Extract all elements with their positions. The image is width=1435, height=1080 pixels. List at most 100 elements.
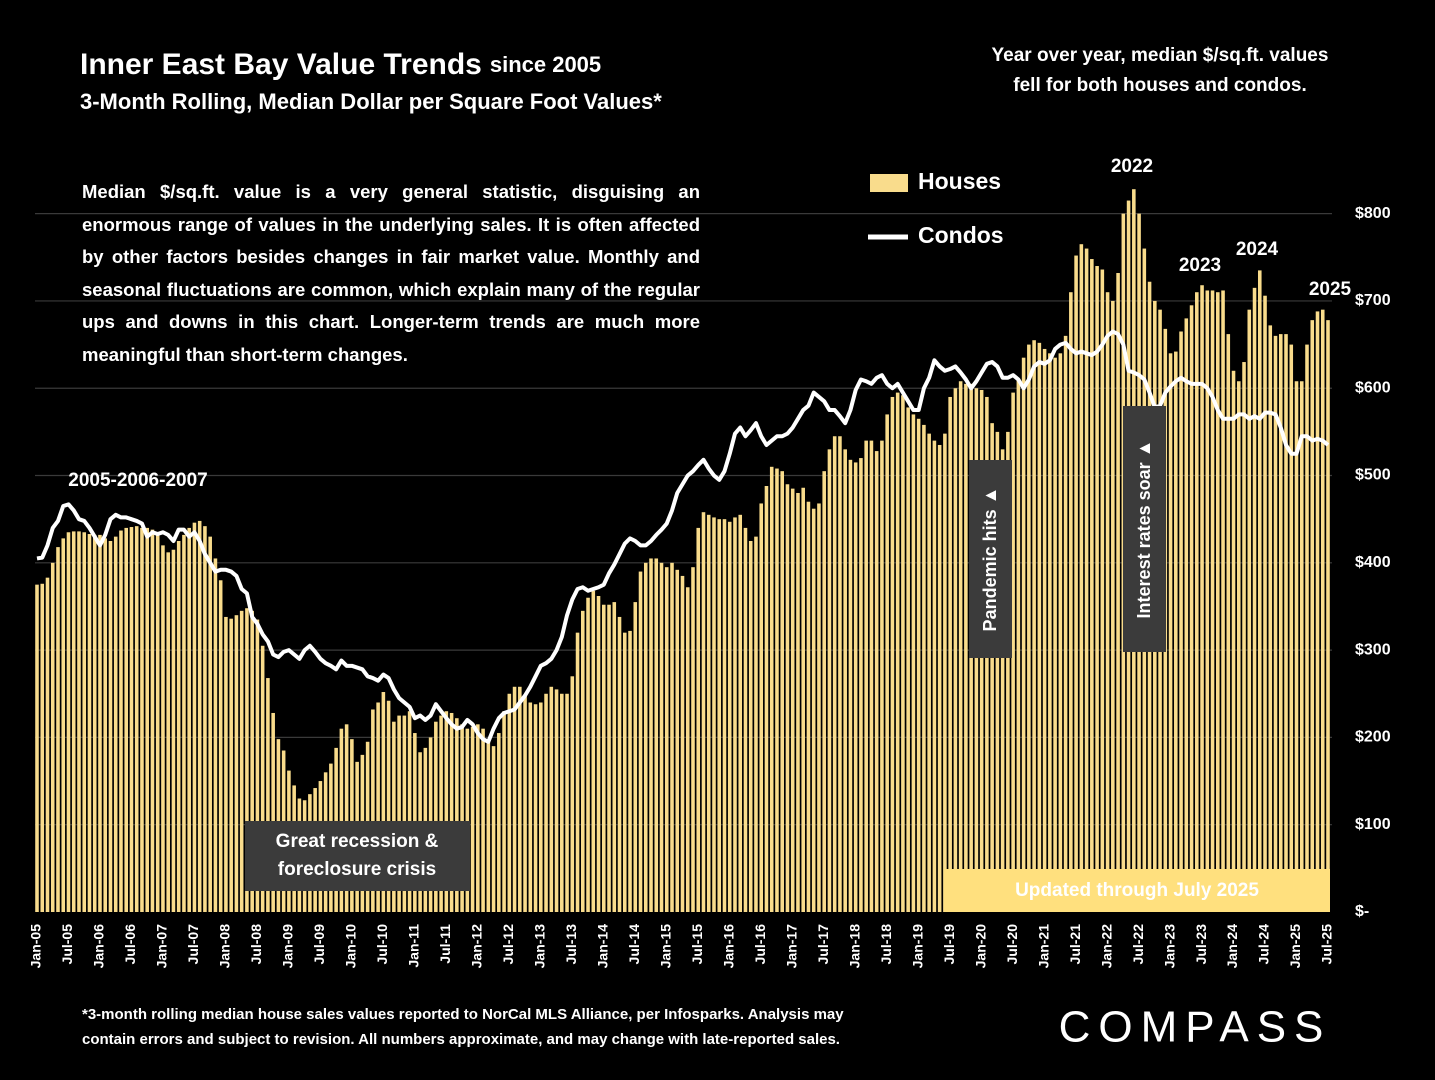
title-note: since 2005: [490, 52, 601, 77]
x-tick-label: Jul-17: [815, 924, 831, 965]
x-tick-label: Jul-15: [689, 924, 705, 965]
bar: [449, 712, 454, 912]
bar: [880, 440, 884, 912]
note: fell for both houses and condos.: [1013, 75, 1306, 96]
bar: [1053, 357, 1057, 912]
bar: [512, 686, 517, 912]
bar: [460, 724, 464, 912]
bar: [1221, 290, 1225, 912]
bar: [1037, 342, 1042, 912]
bar: [675, 569, 680, 912]
annotation: 2005-2006-2007: [68, 470, 207, 491]
bar: [617, 616, 622, 912]
bar: [817, 503, 821, 912]
bar: [161, 545, 165, 912]
x-tick-label: Jul-13: [563, 924, 579, 965]
bar: [1184, 318, 1189, 912]
bar: [560, 693, 564, 912]
x-tick-label: Jul-10: [374, 924, 390, 965]
rates-label: Interest rates soar ▲: [1134, 440, 1154, 619]
bar: [1210, 290, 1215, 912]
bar: [1263, 295, 1267, 913]
legend-label: Houses: [918, 168, 1001, 194]
bar: [628, 630, 632, 912]
bar: [455, 718, 459, 912]
bar: [738, 514, 743, 912]
bar: [124, 527, 128, 912]
bar: [1289, 344, 1294, 912]
bar: [1278, 334, 1283, 913]
bar: [187, 527, 191, 912]
bar: [108, 541, 113, 912]
bar: [224, 616, 228, 912]
x-tick-label: Jan-22: [1098, 924, 1114, 969]
bar: [518, 686, 522, 912]
x-tick-label: Jan-15: [657, 924, 673, 969]
x-tick-label: Jan-24: [1224, 924, 1240, 969]
bar: [843, 449, 847, 912]
bar: [166, 552, 170, 912]
bar: [722, 519, 727, 912]
annotation: 2025: [1309, 279, 1352, 300]
x-tick-label: Jan-07: [154, 924, 170, 969]
bar: [670, 562, 674, 912]
bar: [61, 538, 66, 912]
bar: [171, 549, 176, 912]
bar: [1299, 381, 1304, 912]
recession-box: [245, 821, 470, 891]
x-tick-label: Jan-06: [91, 924, 107, 969]
legend-label: Condos: [918, 222, 1004, 248]
bar: [1305, 344, 1309, 912]
x-tick-label: Jul-19: [941, 924, 957, 965]
bar: [1058, 353, 1063, 913]
bar: [208, 536, 212, 912]
x-tick-label: Jul-16: [752, 924, 768, 965]
chart-title: Inner East Bay Value Trends since 2005: [80, 48, 601, 81]
bar: [838, 436, 842, 912]
bar: [45, 577, 50, 912]
bar: [1268, 325, 1273, 912]
bar: [890, 396, 895, 912]
pandemic-box: [969, 460, 1012, 658]
bar: [260, 645, 265, 912]
bar: [1090, 259, 1094, 912]
bar: [129, 527, 134, 912]
bar: [717, 519, 722, 912]
bar: [1016, 379, 1021, 913]
bar: [1242, 362, 1246, 912]
footnote: *3-month rolling median house sales valu…: [82, 1006, 844, 1023]
x-tick-label: Jan-11: [406, 924, 422, 968]
bar: [691, 567, 695, 912]
bar: [1032, 340, 1036, 913]
bar: [66, 532, 71, 912]
x-tick-label: Jul-23: [1193, 924, 1209, 965]
note: Year over year, median $/sq.ft. values: [992, 45, 1329, 66]
bar: [1273, 335, 1278, 912]
bar: [733, 517, 737, 912]
bar: [591, 590, 596, 912]
bar: [234, 615, 239, 912]
bar: [176, 541, 181, 912]
bar: [98, 534, 102, 912]
x-tick-label: Jul-14: [626, 924, 642, 965]
bar: [916, 418, 921, 912]
bar: [1079, 244, 1084, 912]
x-tick-label: Jul-22: [1130, 924, 1146, 965]
bar: [344, 724, 349, 912]
bar: [811, 508, 816, 912]
bar: [407, 711, 412, 912]
bar: [182, 534, 186, 912]
bar: [848, 459, 853, 912]
bar: [633, 602, 638, 912]
bar: [554, 689, 559, 912]
pandemic-label: Pandemic hits ▲: [980, 487, 1000, 632]
x-tick-label: Jan-12: [469, 924, 485, 969]
bar: [701, 512, 706, 912]
bar: [92, 534, 97, 912]
bar: [932, 440, 937, 912]
bar: [1320, 309, 1325, 912]
bar: [1310, 320, 1315, 912]
y-tick-label: $500: [1355, 467, 1391, 484]
bar: [491, 746, 496, 912]
bar: [612, 602, 617, 912]
